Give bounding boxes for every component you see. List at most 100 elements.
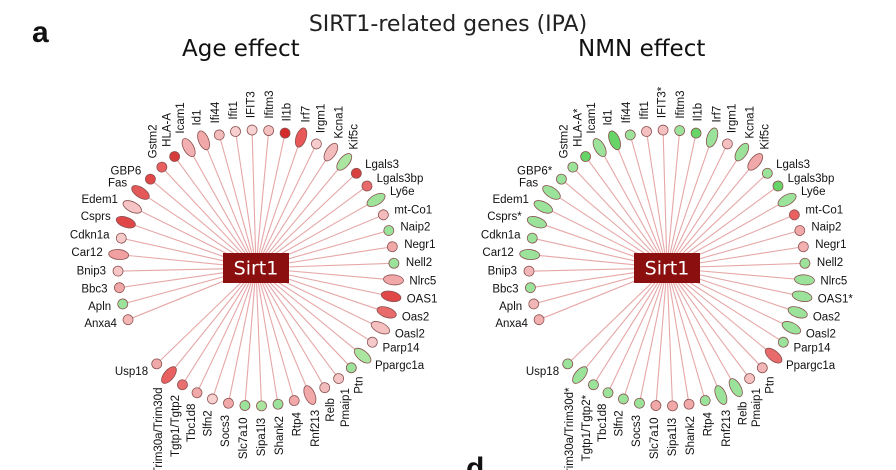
gene-label: Ifit1 [639,101,651,120]
gene-node [181,138,196,158]
gene-label: Rnf213 [310,410,322,447]
gene-label: Nlrc5 [820,275,847,287]
age-panel-title: Age effect [182,36,300,62]
edge-ifitm3 [666,130,681,269]
gene-node [657,124,669,136]
edge-slfn2 [622,267,668,400]
gene-node [734,142,750,162]
edge-il1b [666,132,697,269]
edge-rtp4 [666,267,706,401]
gene-label: Lgals3bp [788,173,835,185]
gene-label: Irgm1 [316,104,328,133]
gene-node [311,138,322,150]
gene-node [191,387,203,399]
gene-label: Lgals3bp [377,173,424,185]
gene-label: Ppargc1a [786,360,836,372]
gene-node [131,185,150,200]
edge-il1b [255,132,286,269]
gene-node [117,298,129,310]
gene-label: Sipa1l3 [667,418,679,456]
gene-label: Tgtp1/Tgtp2 [170,395,182,457]
edge-id1 [203,140,257,269]
gene-node [772,180,784,192]
gene-label: Shank2 [685,416,697,455]
gene-node [145,173,156,185]
edge-usp18 [567,267,668,365]
gene-label: HLA-A [162,113,174,147]
gene-label: mt-Co1 [805,204,843,216]
gene-node [683,398,695,410]
gene-label: Ppargc1a [375,360,425,372]
gene-label: Fas [108,178,127,190]
gene-node [794,274,815,286]
gene-node [526,216,547,229]
edge-pmaip1 [255,267,340,379]
gene-label: Edem1 [492,194,528,206]
gene-label: Sipa1l3 [256,418,268,456]
gene-node [764,347,783,364]
gene-label: Bbc3 [81,283,107,295]
edge-id1 [614,140,668,269]
gene-node [112,265,124,277]
gene-node [353,347,372,364]
hub-node-label: Sirt1 [645,258,690,280]
gene-label: Bnip3 [77,265,106,277]
gene-label: Pmaip1 [340,388,352,427]
gene-label: IFIT3* [657,86,669,118]
edge-gstm2 [161,166,257,269]
gene-node [674,125,686,136]
gene-node [747,153,764,171]
gene-node [572,366,588,384]
gene-node [223,397,234,409]
gene-node [777,336,789,348]
gene-node [230,126,241,137]
gene-label: Irgm1 [727,104,739,133]
edge-rnf213 [255,267,311,396]
gene-node [333,373,345,384]
gene-label: Cdkn1a [70,230,110,242]
gene-label: Ifitm3 [264,91,276,119]
edge-tbc1d8 [607,267,668,393]
gene-node [246,124,258,136]
gene-label: Parp14 [793,343,831,355]
gene-node [690,127,702,139]
edge-icam1 [188,147,257,269]
edge-irgm1 [666,143,728,269]
edge-irf7 [255,137,302,269]
gene-label: Csprs [81,211,111,223]
gene-label: Kcna1 [745,106,757,139]
gene-label: Id1 [603,110,615,126]
gene-node [608,130,621,151]
gene-node [761,167,773,179]
gene-label: Ptn [354,376,366,393]
gene-label: Tbc1d8 [186,404,198,442]
gene-label: Rnf213 [721,410,733,447]
gene-label: Trim30a/Trim30d [153,388,165,470]
gene-label: Car12 [482,247,513,259]
gene-node [377,209,389,221]
gene-label: Edem1 [81,194,117,206]
gene-node [366,336,378,348]
gene-node [705,127,719,148]
gene-label: Nell2 [406,257,432,269]
edge-sipa1l3 [666,267,674,406]
gene-node [526,232,538,244]
gene-label: GBP6 [111,165,142,177]
gene-node [263,125,275,136]
edge-slc7a10 [244,267,257,406]
gene-node [781,321,802,335]
edge-tbc1d8 [196,267,257,393]
gene-label: Apln [88,301,111,313]
gene-label: Oas2 [813,311,841,323]
gene-label: Slc7a10 [649,418,661,460]
gene-label: IFIT3 [246,91,258,118]
gene-node [777,192,797,207]
gene-label: Relb [738,402,750,426]
gene-node [744,373,756,384]
edge-ifit3 [251,130,257,269]
gene-node [580,151,592,162]
edge-tgtp1tgtp2 [592,267,668,386]
edge-trim30atrim30d [579,267,668,376]
gene-label: Rtp4 [703,412,715,437]
gene-label: Gstm2 [559,124,571,158]
